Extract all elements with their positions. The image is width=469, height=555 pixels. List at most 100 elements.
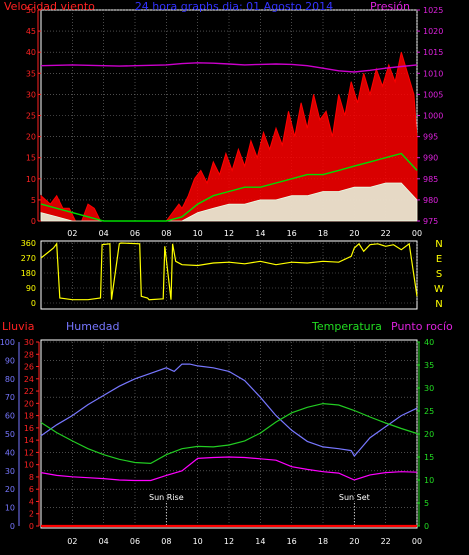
direction-plot-grid (41, 242, 418, 304)
climate-time-label: 22 (381, 537, 391, 546)
humidity-axis-label: 40 (5, 448, 15, 457)
wind-min-series (40, 182, 418, 222)
pressure-axis-label: 995 (423, 133, 438, 142)
rain-axis-label: 10 (24, 461, 34, 470)
rain-axis-label: 14 (24, 436, 34, 445)
wind-avg-series (40, 152, 418, 222)
wind-plot-series (40, 52, 418, 222)
direction-plot-frame (40, 240, 418, 310)
wind-time-label: 02 (67, 229, 77, 238)
humidity-axis-label: 10 (5, 504, 15, 513)
temperature-axis-label: 15 (424, 453, 434, 462)
pressure-axis-label: 1020 (423, 27, 443, 36)
humidity-axis-label: 20 (5, 485, 15, 494)
humidity-header: Humedad (66, 320, 119, 333)
humidity-axis: 0 10 20 30 40 50 60 70 80 90 100 (0, 338, 20, 531)
compass-label: W (434, 284, 444, 295)
wind-speed-header: Velocidad viento (4, 0, 95, 13)
pressure-axis-label: 1010 (423, 69, 443, 78)
climate-time-label: 18 (318, 537, 328, 546)
temperature-axis-label: 10 (424, 476, 434, 485)
temperature-header: Temperatura (311, 320, 382, 333)
dew-point-series (40, 456, 418, 482)
sun-set-label: Sun Set (339, 493, 370, 502)
wind-axis-label: 30 (26, 90, 36, 99)
compass-label: E (436, 254, 442, 265)
wind-time-label: 10 (193, 229, 203, 238)
rain-axis-label: 12 (24, 448, 34, 457)
climate-plot-series (40, 363, 418, 528)
humidity-axis-label: 90 (5, 356, 15, 365)
rain-axis-label: 8 (29, 473, 34, 482)
rain-axis-label: 30 (24, 338, 34, 347)
wind-axis-label: 35 (26, 69, 36, 78)
sun-rise-label: Sun Rise (149, 493, 184, 502)
wind-time-label: 18 (318, 229, 328, 238)
climate-time-label: 10 (193, 537, 203, 546)
rain-axis-label: 0 (29, 522, 34, 531)
humidity-axis-label: 70 (5, 393, 15, 402)
pressure-axis-label: 1000 (423, 112, 443, 121)
climate-time-label: 04 (99, 537, 109, 546)
wind-time-label: 16 (287, 229, 297, 238)
wind-time-label: 06 (130, 229, 140, 238)
temperature-axis-label: 5 (424, 499, 429, 508)
sun-annotations: Sun Rise Sun Set (149, 493, 370, 526)
climate-time-label: 08 (161, 537, 171, 546)
compass-label: S (436, 269, 442, 280)
humidity-axis-label: 50 (5, 430, 15, 439)
climate-time-axis: 02 04 06 08 10 12 14 16 18 20 22 00 (67, 537, 422, 546)
pressure-header: Presión (370, 0, 410, 13)
climate-time-label: 14 (255, 537, 265, 546)
rain-header: Lluvia (2, 320, 34, 333)
wind-time-label: 22 (381, 229, 391, 238)
wind-time-label: 12 (224, 229, 234, 238)
climate-time-label: 20 (349, 537, 359, 546)
temperature-axis-label: 30 (424, 384, 434, 393)
direction-axis-label: 360 (21, 239, 36, 248)
humidity-axis-label: 30 (5, 467, 15, 476)
temperature-axis-label: 0 (424, 522, 429, 531)
compass-label: N (435, 299, 442, 310)
humidity-axis-label: 0 (10, 522, 15, 531)
wind-time-label: 04 (99, 229, 109, 238)
rain-axis-label: 4 (29, 497, 34, 506)
wind-axis-label: 45 (26, 27, 36, 36)
wind-time-label: 14 (255, 229, 265, 238)
temperature-axis-label: 40 (424, 338, 434, 347)
temperature-axis: 0 5 10 15 20 25 30 35 40 (417, 338, 434, 531)
climate-plot-grid (41, 341, 418, 527)
climate-time-label: 00 (412, 537, 422, 546)
wind-axis-label: 0 (31, 217, 36, 226)
rain-axis-label: 26 (24, 363, 34, 372)
humidity-axis-label: 80 (5, 375, 15, 384)
wind-axis-label: 15 (26, 154, 36, 163)
pressure-series (40, 62, 418, 73)
wind-axis-label: 10 (26, 175, 36, 184)
wind-direction-series (40, 242, 418, 301)
humidity-axis-label: 60 (5, 412, 15, 421)
wind-speed-axis: 0 5 10 15 20 25 30 35 40 45 50 (26, 6, 41, 226)
rain-axis-label: 6 (29, 485, 34, 494)
direction-axis-label: 0 (31, 299, 36, 308)
pressure-axis-label: 1005 (423, 90, 443, 99)
rain-axis-label: 22 (24, 387, 34, 396)
wind-axis-label: 25 (26, 112, 36, 121)
rain-axis-label: 28 (24, 350, 34, 359)
humidity-axis-label: 100 (0, 338, 15, 347)
temperature-axis-label: 25 (424, 407, 434, 416)
pressure-axis: 975 980 985 990 995 1000 1005 1010 1015 1020 1025 (417, 6, 443, 226)
pressure-axis-label: 990 (423, 154, 438, 163)
climate-time-label: 12 (224, 537, 234, 546)
climate-time-label: 02 (67, 537, 77, 546)
direction-plot-series (40, 242, 418, 301)
direction-degrees-axis: 0 90 180 270 360 (21, 239, 36, 308)
pressure-axis-label: 975 (423, 217, 438, 226)
rain-axis-label: 20 (24, 399, 34, 408)
dew-point-header: Punto rocío (391, 320, 453, 333)
